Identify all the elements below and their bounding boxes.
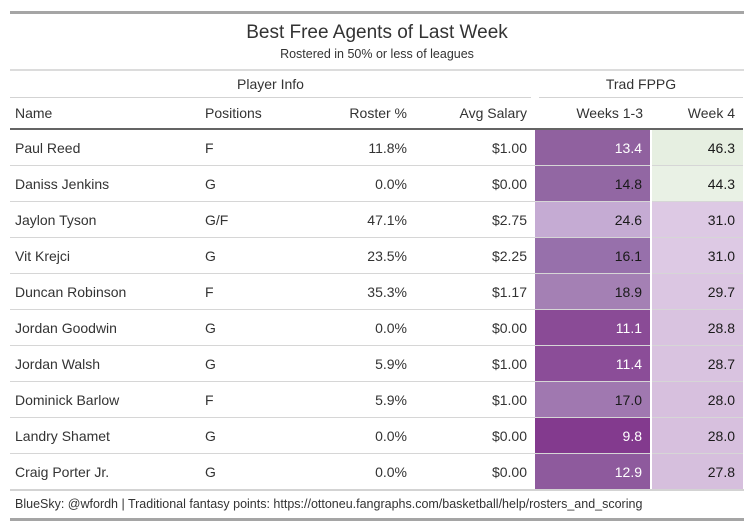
- cell-roster-pct: 47.1%: [310, 201, 415, 238]
- cell-weeks-1-3: 14.8: [535, 165, 651, 202]
- table-row: Jordan Walsh G 5.9% $1.00 11.4 28.7: [10, 345, 743, 382]
- cell-positions: G: [200, 237, 310, 274]
- spanner-row: Player Info Trad FPPG: [10, 71, 743, 98]
- cell-name: Daniss Jenkins: [10, 165, 200, 202]
- cell-roster-pct: 35.3%: [310, 273, 415, 310]
- col-header-weeks-1-3: Weeks 1-3: [535, 98, 651, 130]
- free-agents-table: Player Info Trad FPPG Name Positions Ros…: [10, 71, 743, 489]
- cell-roster-pct: 23.5%: [310, 237, 415, 274]
- cell-roster-pct: 5.9%: [310, 381, 415, 418]
- cell-name: Landry Shamet: [10, 417, 200, 454]
- cell-positions: F: [200, 273, 310, 310]
- cell-weeks-1-3: 12.9: [535, 453, 651, 489]
- cell-week-4: 28.0: [650, 381, 743, 418]
- spanner-trad-fppg-cell: Trad FPPG: [535, 71, 743, 98]
- cell-weeks-1-3: 9.8: [535, 417, 651, 454]
- source-note: BlueSky: @wfordh | Traditional fantasy p…: [10, 489, 744, 518]
- cell-roster-pct: 11.8%: [368, 139, 407, 156]
- cell-positions: G: [200, 165, 310, 202]
- table-row: Landry Shamet G 0.0% $0.00 9.8 28.0: [10, 417, 743, 454]
- cell-avg-salary: $2.25: [415, 237, 535, 274]
- cell-avg-salary: $0.00: [415, 453, 535, 489]
- cell-avg-salary: $1.00: [491, 139, 527, 156]
- table-row: Dominick Barlow F 5.9% $1.00 17.0 28.0: [10, 381, 743, 418]
- cell-positions: F: [200, 381, 310, 418]
- cell-roster-pct: 0.0%: [310, 309, 415, 346]
- column-header-row: Name Positions Roster % Avg Salary Weeks…: [10, 98, 743, 130]
- spanner-trad-fppg: Trad FPPG: [539, 71, 743, 98]
- cell-name: Duncan Robinson: [10, 273, 200, 310]
- page-subtitle: Rostered in 50% or less of leagues: [280, 47, 474, 61]
- cell-weeks-1-3: 13.4: [535, 129, 651, 166]
- table-row: Paul Reed F 11.8% $1.00 13.4 46.3: [10, 129, 743, 166]
- cell-week-4: 31.0: [650, 237, 743, 274]
- cell-weeks-1-3: 11.1: [535, 309, 651, 346]
- page-title: Best Free Agents of Last Week: [246, 22, 508, 43]
- cell-week-4: 44.3: [650, 165, 743, 202]
- cell-positions: G: [200, 309, 310, 346]
- cell-avg-salary: $1.00: [415, 381, 535, 418]
- cell-positions: G: [200, 417, 310, 454]
- col-header-week-4: Week 4: [651, 98, 743, 130]
- cell-name: Dominick Barlow: [10, 381, 200, 418]
- cell-weeks-1-3: 18.9: [535, 273, 651, 310]
- table-row: Daniss Jenkins G 0.0% $0.00 14.8 44.3: [10, 165, 743, 202]
- table-row: Duncan Robinson F 35.3% $1.17 18.9 29.7: [10, 273, 743, 310]
- cell-week-4: 28.8: [650, 309, 743, 346]
- cell-weeks-1-3: 16.1: [535, 237, 651, 274]
- cell-name: Paul Reed: [15, 139, 81, 156]
- table-row: Jaylon Tyson G/F 47.1% $2.75 24.6 31.0: [10, 201, 743, 238]
- cell-avg-salary: $1.00: [415, 345, 535, 382]
- table-heading: Best Free Agents of Last Week Rostered i…: [10, 14, 744, 71]
- cell-weeks-1-3: 11.4: [535, 345, 651, 382]
- cell-avg-salary: $0.00: [415, 417, 535, 454]
- col-header-positions: Positions: [200, 98, 310, 130]
- spanner-player-info: Player Info: [10, 71, 531, 98]
- cell-week-4: 28.7: [650, 345, 743, 382]
- cell-weeks-1-3: 17.0: [535, 381, 651, 418]
- cell-week-4: 28.0: [650, 417, 743, 454]
- cell-avg-salary: $0.00: [415, 165, 535, 202]
- spanner-player-info-cell: Player Info: [10, 71, 535, 98]
- cell-avg-salary: $2.75: [415, 201, 535, 238]
- cell-positions: G: [200, 345, 310, 382]
- cell-avg-salary: $1.17: [415, 273, 535, 310]
- cell-name: Vit Krejci: [10, 237, 200, 274]
- table-row: Vit Krejci G 23.5% $2.25 16.1 31.0: [10, 237, 743, 274]
- col-header-avg-salary: Avg Salary: [415, 98, 535, 130]
- cell-name: Jordan Walsh: [10, 345, 200, 382]
- table-row: Craig Porter Jr. G 0.0% $0.00 12.9 27.8: [10, 453, 743, 489]
- cell-weeks-1-3: 24.6: [535, 201, 651, 238]
- cell-positions: G: [200, 453, 310, 489]
- col-header-name: Name: [10, 98, 200, 130]
- cell-week-4: 29.7: [650, 273, 743, 310]
- cell-week-4: 31.0: [650, 201, 743, 238]
- cell-positions: F: [205, 139, 214, 156]
- cell-name: Jordan Goodwin: [10, 309, 200, 346]
- cell-roster-pct: 0.0%: [310, 453, 415, 489]
- cell-name: Jaylon Tyson: [10, 201, 200, 238]
- cell-roster-pct: 5.9%: [310, 345, 415, 382]
- gt-table-container: Best Free Agents of Last Week Rostered i…: [10, 11, 744, 521]
- cell-avg-salary: $0.00: [415, 309, 535, 346]
- cell-name: Craig Porter Jr.: [10, 453, 200, 489]
- cell-roster-pct: 0.0%: [310, 417, 415, 454]
- col-header-roster-pct: Roster %: [310, 98, 415, 130]
- cell-week-4: 27.8: [650, 453, 743, 489]
- cell-positions: G/F: [200, 201, 310, 238]
- table-row: Jordan Goodwin G 0.0% $0.00 11.1 28.8: [10, 309, 743, 346]
- cell-roster-pct: 0.0%: [310, 165, 415, 202]
- cell-week-4: 46.3: [650, 129, 743, 166]
